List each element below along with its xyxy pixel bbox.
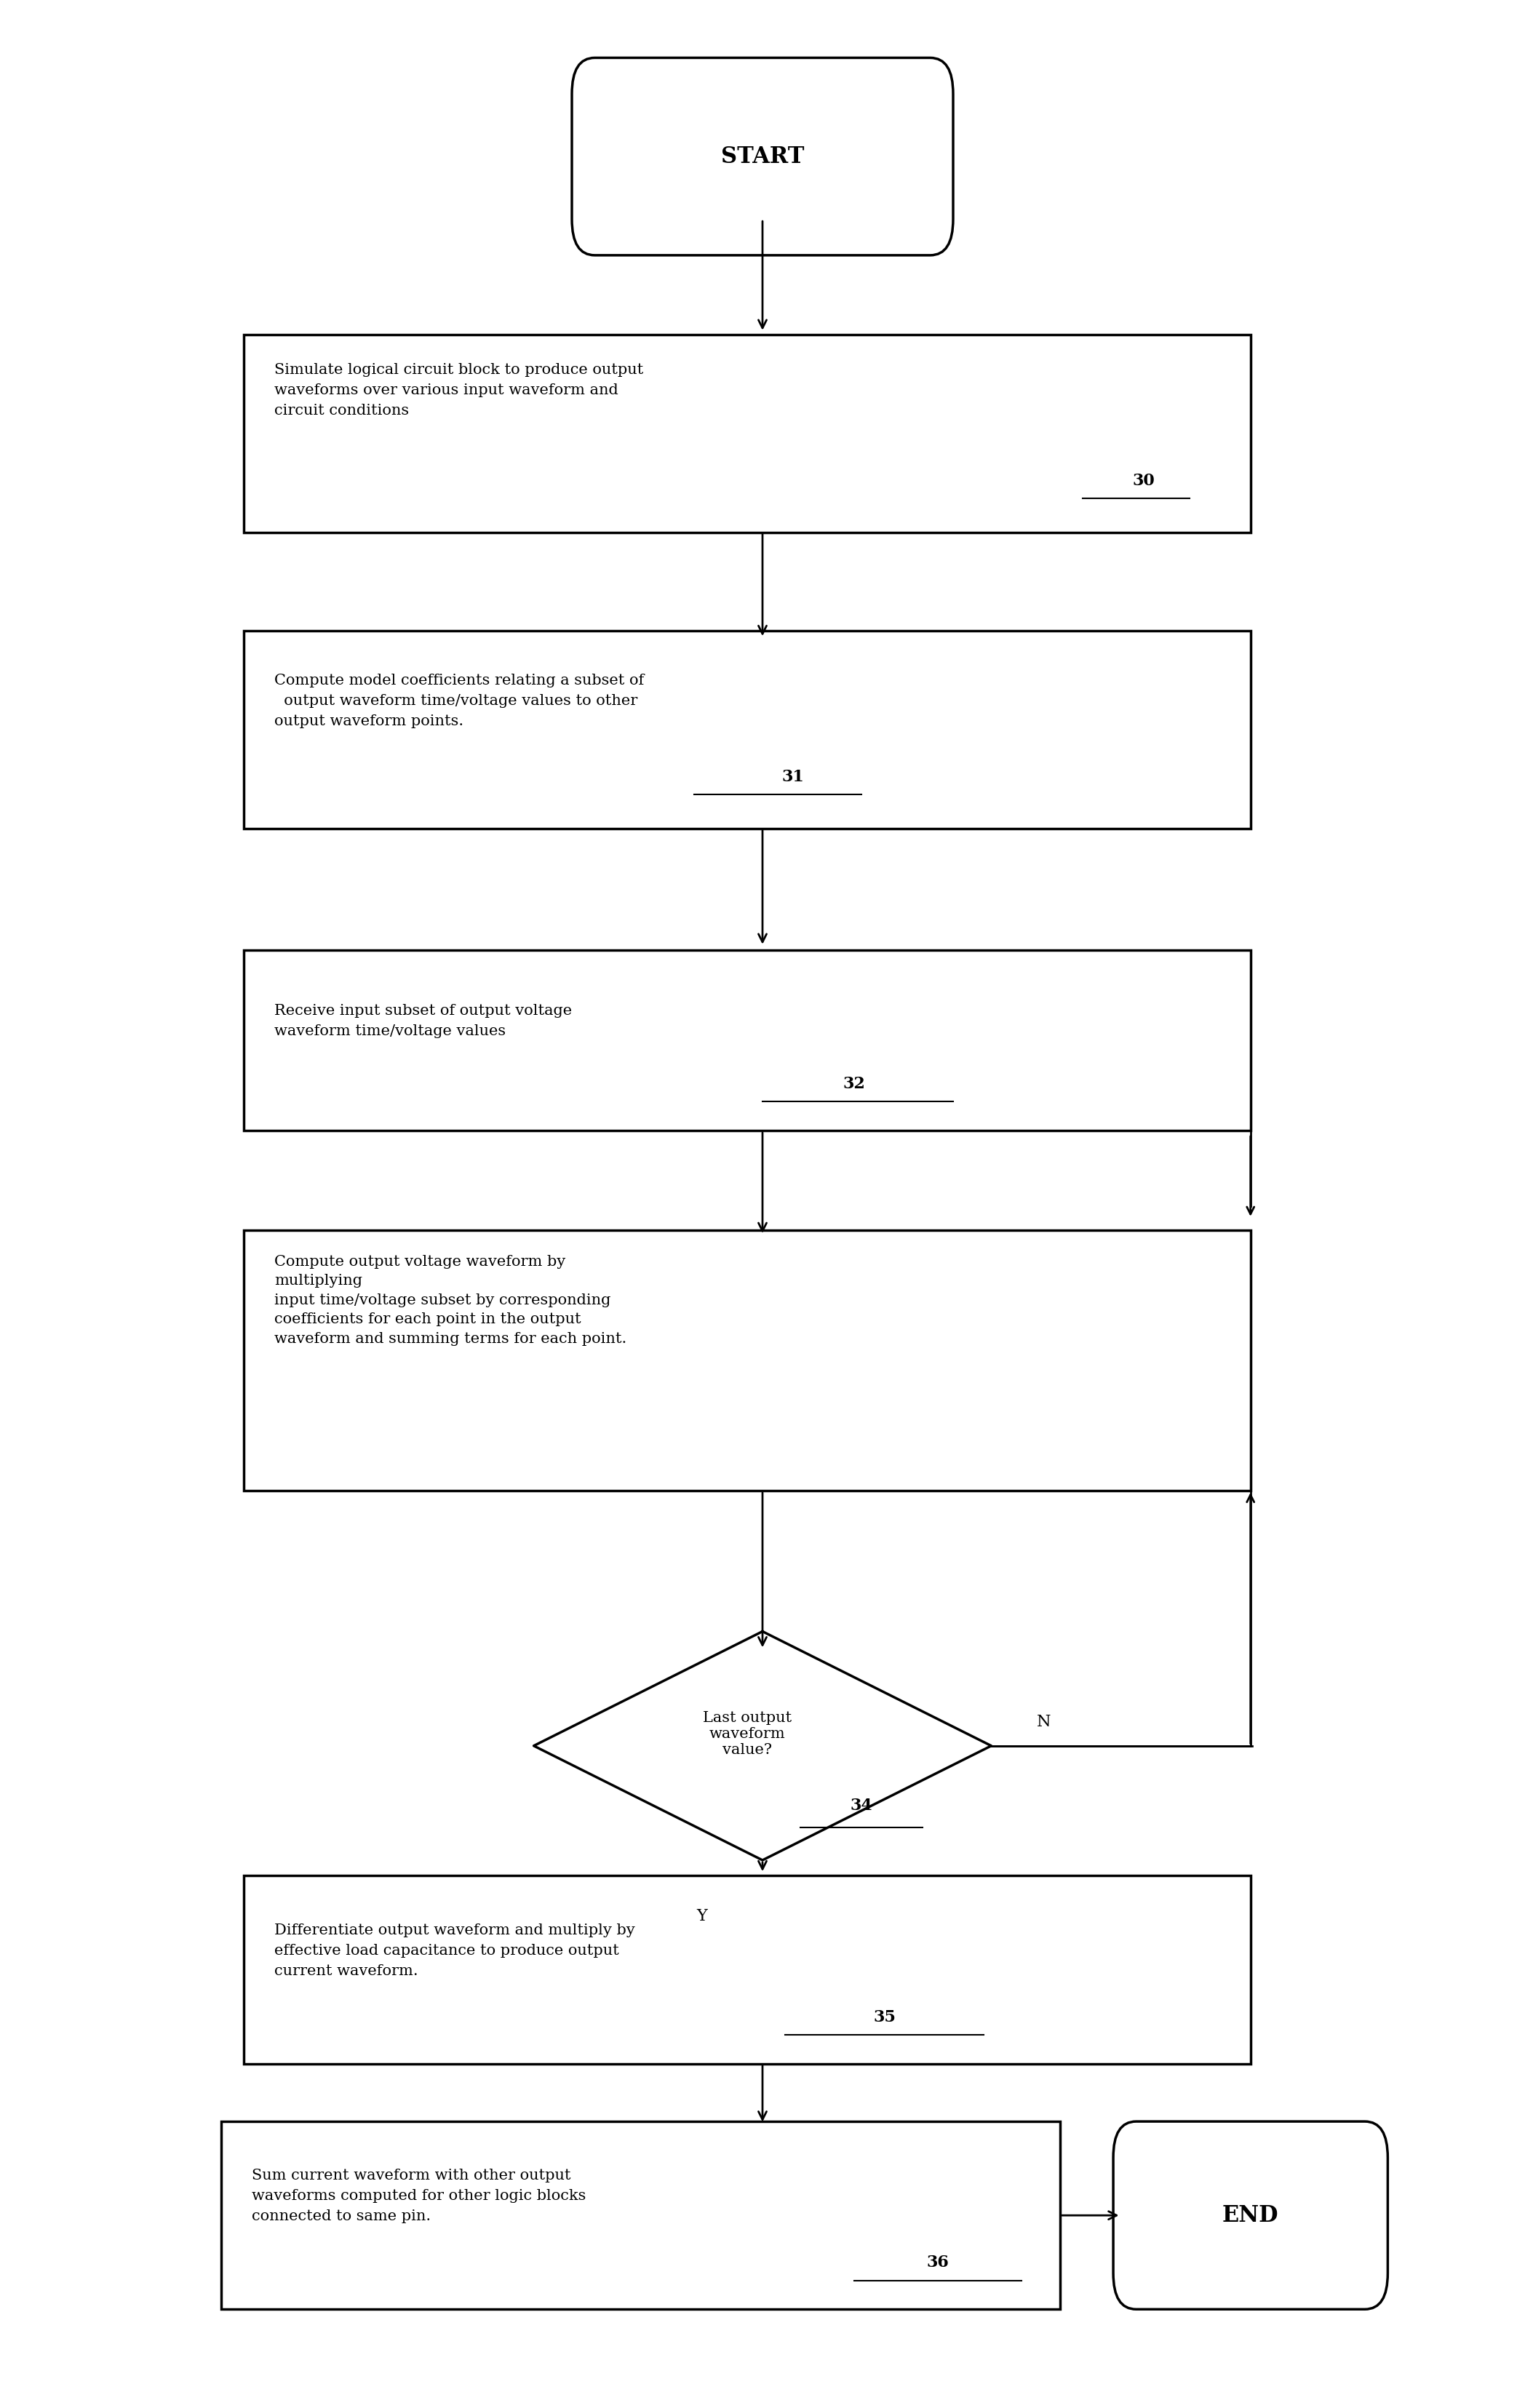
Text: 30: 30 [1133,472,1154,489]
Text: 31: 31 [782,768,804,785]
Bar [244,1876,1250,2064]
Text: START: START [721,144,804,169]
Bar [244,1230,1250,1491]
Bar [221,2121,1060,2309]
Text: 34: 34 [851,1799,872,1813]
Bar [244,631,1250,828]
Text: 32: 32 [843,1076,865,1093]
Bar [244,335,1250,532]
Text: 36: 36 [927,2254,949,2271]
Text: Compute model coefficients relating a subset of
  output waveform time/voltage v: Compute model coefficients relating a su… [274,674,644,727]
Bar [244,951,1250,1132]
Text: END: END [1223,2203,1278,2227]
Text: 35: 35 [874,2008,895,2025]
Text: Compute output voltage waveform by
multiplying
input time/voltage subset by corr: Compute output voltage waveform by multi… [274,1255,627,1346]
Text: Receive input subset of output voltage
waveform time/voltage values: Receive input subset of output voltage w… [274,1004,572,1038]
Text: Last output
waveform
value?: Last output waveform value? [703,1710,791,1758]
Text: Differentiate output waveform and multiply by
effective load capacitance to prod: Differentiate output waveform and multip… [274,1924,636,1977]
Text: Sum current waveform with other output
waveforms computed for other logic blocks: Sum current waveform with other output w… [252,2170,586,2223]
FancyBboxPatch shape [572,58,953,255]
FancyBboxPatch shape [1113,2121,1388,2309]
Text: Simulate logical circuit block to produce output
waveforms over various input wa: Simulate logical circuit block to produc… [274,364,644,417]
Text: N: N [1037,1714,1051,1729]
Text: Y: Y [695,1907,708,1924]
